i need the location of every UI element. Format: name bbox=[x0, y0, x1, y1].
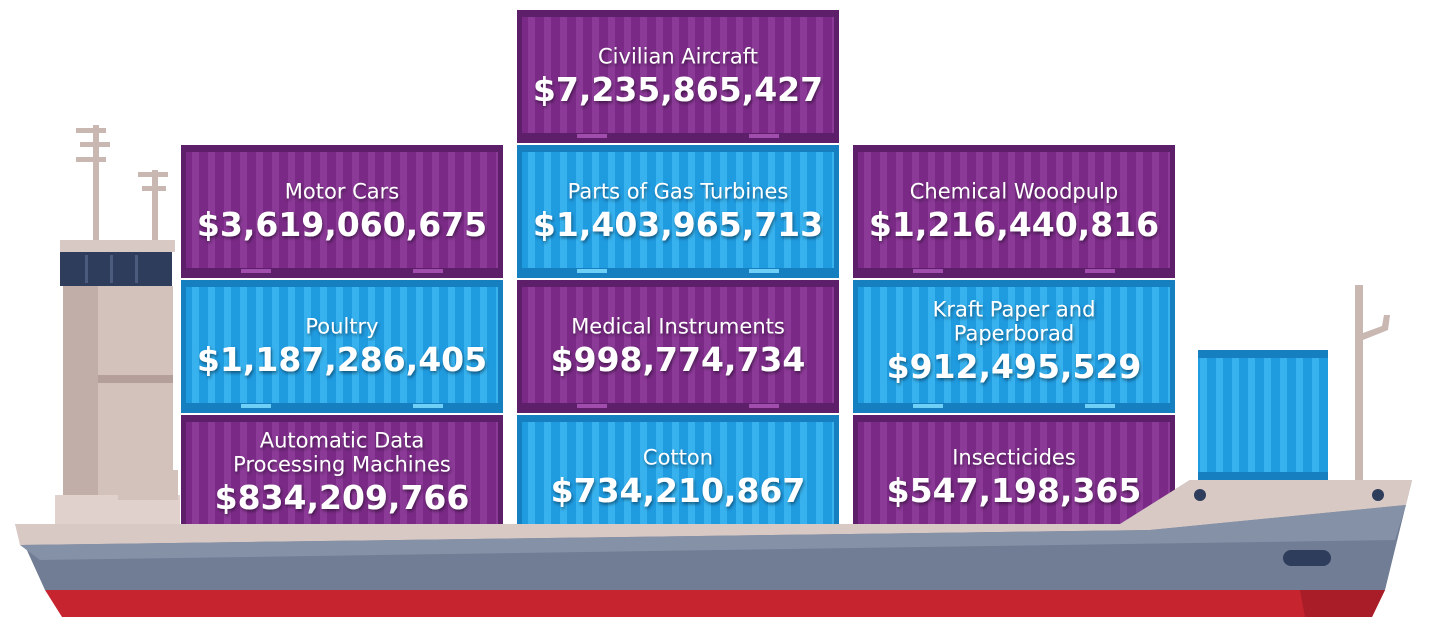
container-value: $1,216,440,816 bbox=[869, 205, 1159, 244]
container: Chemical Woodpulp$1,216,440,816 bbox=[853, 145, 1175, 278]
container-label: Chemical Woodpulp bbox=[910, 180, 1118, 204]
container-slot bbox=[241, 269, 271, 273]
container-rail bbox=[517, 403, 839, 413]
container-rail bbox=[517, 280, 839, 287]
container-slot bbox=[413, 404, 443, 408]
container-rail bbox=[853, 268, 1175, 278]
container: Insecticides$547,198,365 bbox=[853, 415, 1175, 540]
container-rail bbox=[181, 268, 503, 278]
container-slot bbox=[577, 269, 607, 273]
container-edge bbox=[517, 280, 522, 413]
container-edge bbox=[517, 145, 522, 278]
container-value: $912,495,529 bbox=[887, 347, 1142, 386]
container-value: $3,619,060,675 bbox=[197, 205, 487, 244]
container-label: Insecticides bbox=[952, 446, 1076, 470]
container-slot bbox=[1085, 404, 1115, 408]
container-edge bbox=[834, 280, 839, 413]
container-edge bbox=[517, 10, 522, 143]
container-label: Kraft Paper and bbox=[933, 298, 1096, 322]
container-edge bbox=[834, 415, 839, 540]
container: Motor Cars$3,619,060,675 bbox=[181, 145, 503, 278]
bridge bbox=[55, 125, 180, 540]
container-edge bbox=[834, 10, 839, 143]
container-body bbox=[517, 10, 839, 143]
container-edge bbox=[181, 415, 186, 540]
container-body bbox=[181, 415, 503, 540]
container-body bbox=[517, 280, 839, 413]
container-label: Paperborad bbox=[954, 322, 1074, 346]
container-label: Cotton bbox=[643, 446, 713, 470]
container-edge bbox=[181, 145, 186, 278]
container-edge bbox=[1170, 415, 1175, 540]
container-label: Civilian Aircraft bbox=[598, 45, 758, 69]
container-value: $547,198,365 bbox=[887, 471, 1142, 510]
container-edge bbox=[834, 145, 839, 278]
container: Cotton$734,210,867 bbox=[517, 415, 839, 540]
container-slot bbox=[577, 404, 607, 408]
container-slot bbox=[913, 269, 943, 273]
container-edge bbox=[498, 145, 503, 278]
container-edge bbox=[853, 280, 858, 413]
container-value: $1,403,965,713 bbox=[533, 205, 823, 244]
container-body bbox=[853, 415, 1175, 540]
container-slot bbox=[749, 269, 779, 273]
container-rail bbox=[517, 10, 839, 17]
container-body bbox=[853, 280, 1175, 413]
container-rail bbox=[181, 145, 503, 152]
container-rail bbox=[853, 280, 1175, 287]
container-value: $7,235,865,427 bbox=[533, 70, 823, 109]
container-rail bbox=[517, 415, 839, 422]
container: Medical Instruments$998,774,734 bbox=[517, 280, 839, 413]
container-slot bbox=[749, 404, 779, 408]
container-label: Parts of Gas Turbines bbox=[568, 180, 789, 204]
container-body bbox=[517, 145, 839, 278]
container-edge bbox=[181, 280, 186, 413]
container: Civilian Aircraft$7,235,865,427 bbox=[517, 10, 839, 143]
container-edge bbox=[498, 280, 503, 413]
container-label: Motor Cars bbox=[285, 180, 399, 204]
container-body bbox=[181, 145, 503, 278]
container-rail bbox=[853, 145, 1175, 152]
container-slot bbox=[1085, 269, 1115, 273]
container-edge bbox=[853, 145, 858, 278]
container-rail bbox=[181, 415, 503, 422]
container-edge bbox=[1170, 280, 1175, 413]
container-label: Medical Instruments bbox=[571, 315, 785, 339]
container-rail bbox=[181, 403, 503, 413]
container-slot bbox=[913, 404, 943, 408]
container-edge bbox=[498, 415, 503, 540]
container-body bbox=[517, 415, 839, 540]
container-slot bbox=[577, 134, 607, 138]
container-value: $998,774,734 bbox=[551, 340, 806, 379]
container-value: $1,187,286,405 bbox=[197, 340, 487, 379]
container-rail bbox=[517, 145, 839, 152]
hull bbox=[15, 285, 1412, 617]
container-value: $834,209,766 bbox=[215, 478, 470, 517]
container-label: Processing Machines bbox=[233, 453, 451, 477]
container-body bbox=[853, 145, 1175, 278]
container-edge bbox=[517, 415, 522, 540]
container-edge bbox=[853, 415, 858, 540]
container-label: Poultry bbox=[305, 315, 378, 339]
container-slot bbox=[413, 269, 443, 273]
container-rail bbox=[853, 415, 1175, 422]
container: Poultry$1,187,286,405 bbox=[181, 280, 503, 413]
container-slot bbox=[749, 134, 779, 138]
container: Parts of Gas Turbines$1,403,965,713 bbox=[517, 145, 839, 278]
container-rail bbox=[853, 403, 1175, 413]
container-rail bbox=[517, 268, 839, 278]
container-slot bbox=[241, 404, 271, 408]
container-label: Automatic Data bbox=[260, 429, 425, 453]
container-rail bbox=[517, 133, 839, 143]
container-value: $734,210,867 bbox=[551, 471, 806, 510]
container-body bbox=[181, 280, 503, 413]
container-edge bbox=[1170, 145, 1175, 278]
container-rail bbox=[181, 280, 503, 287]
